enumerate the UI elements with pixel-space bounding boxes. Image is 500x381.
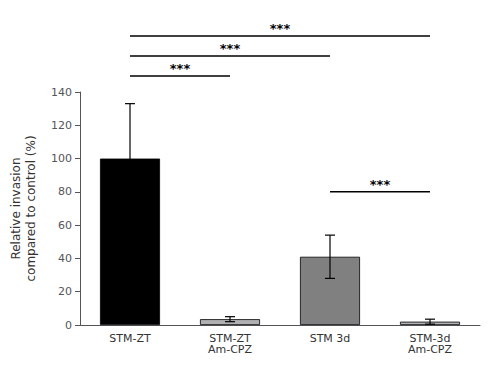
- svg-text:40: 40: [58, 252, 72, 265]
- svg-text:STM-ZT: STM-ZT: [209, 332, 251, 345]
- svg-text:0: 0: [65, 319, 72, 332]
- svg-text:compared to control (%): compared to control (%): [24, 135, 38, 281]
- svg-text:Am-CPZ: Am-CPZ: [408, 343, 453, 356]
- svg-text:***: ***: [270, 21, 291, 36]
- svg-text:STM 3d: STM 3d: [310, 332, 351, 345]
- svg-text:***: ***: [220, 41, 241, 56]
- svg-text:120: 120: [51, 119, 72, 132]
- svg-text:100: 100: [51, 152, 72, 165]
- svg-text:60: 60: [58, 219, 72, 232]
- svg-text:STM-3d: STM-3d: [409, 332, 451, 345]
- svg-text:Relative invasion: Relative invasion: [9, 157, 23, 259]
- svg-text:***: ***: [370, 177, 391, 192]
- svg-text:140: 140: [51, 86, 72, 99]
- svg-text:STM-ZT: STM-ZT: [109, 332, 151, 345]
- svg-text:80: 80: [58, 185, 72, 198]
- svg-text:20: 20: [58, 285, 72, 298]
- svg-text:Am-CPZ: Am-CPZ: [208, 343, 253, 356]
- svg-text:***: ***: [170, 61, 191, 76]
